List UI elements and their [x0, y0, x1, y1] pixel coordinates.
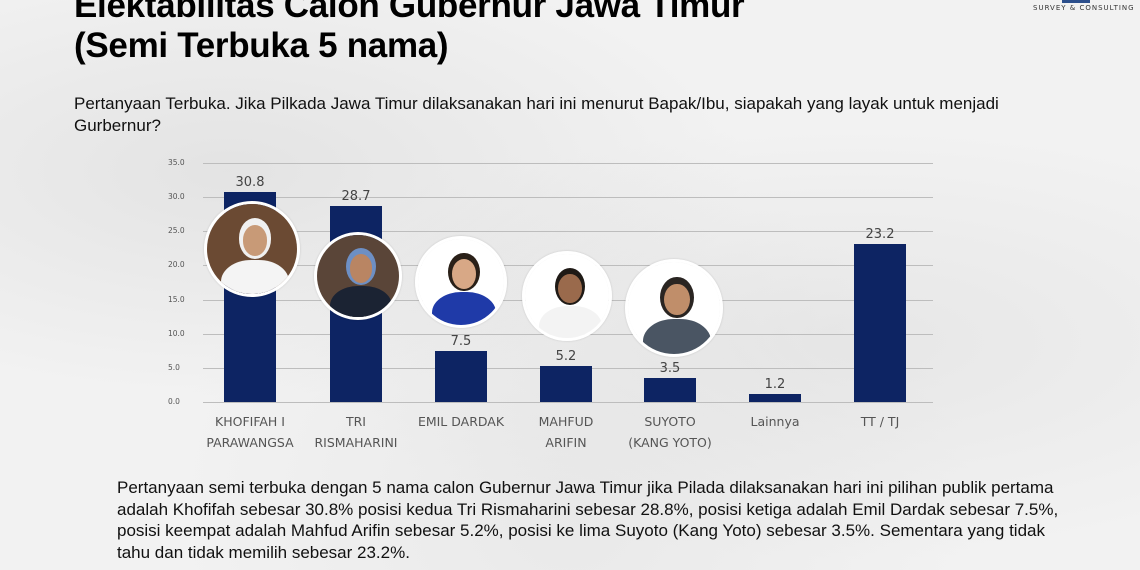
bar	[540, 366, 592, 402]
photo-face	[452, 259, 476, 289]
title-line-1: Elektabilitas Calon Gubernur Jawa Timur	[74, 0, 745, 25]
bar	[435, 350, 487, 402]
bar	[749, 393, 801, 402]
x-axis-category-label: KHOFIFAH I PARAWANGSA	[206, 414, 294, 450]
x-axis-category-label: EMIL DARDAK	[417, 414, 505, 429]
bar-value-label: 3.5	[659, 361, 681, 377]
bar-chart: 0.0 5.0 10.0 15.0 20.0 25.0 30.0 35.0 30.8 KHOFIF…	[168, 158, 933, 450]
bar	[644, 378, 696, 402]
page-title: Elektabilitas Calon Gubernur Jawa Timur …	[74, 0, 745, 66]
bar-value-label: 28.7	[341, 189, 371, 205]
gridline	[203, 197, 933, 198]
photo-face	[349, 254, 373, 283]
tri-rismaharini-photo	[314, 232, 402, 320]
emil-dardak-photo	[415, 236, 507, 328]
gridline	[203, 163, 933, 164]
bar-value-label: 23.2	[865, 226, 895, 242]
photo-torso	[330, 286, 392, 317]
y-axis-tick-label: 20.0	[168, 260, 185, 269]
photo-face	[242, 225, 268, 256]
gridline	[203, 402, 933, 403]
y-axis-tick-label: 25.0	[168, 226, 185, 235]
x-axis-category-label: SUYOTO (KANG YOTO)	[628, 414, 712, 450]
photo-torso	[538, 306, 602, 338]
x-axis-category-label: TT / TJ	[860, 414, 900, 429]
y-axis-tick-label: 0.0	[168, 397, 180, 406]
mahfud-arifin-photo	[522, 251, 612, 341]
x-axis-category-label: TRI RISMAHARINI	[314, 414, 398, 450]
y-axis-tick-label: 5.0	[168, 363, 180, 372]
bar-value-label: 30.8	[235, 174, 265, 190]
gridline	[203, 231, 933, 232]
bar	[854, 243, 906, 402]
bar-value-label: 1.2	[764, 376, 786, 392]
y-axis-tick-label: 10.0	[168, 329, 185, 338]
survey-question: Pertanyaan Terbuka. Jika Pilkada Jawa Ti…	[74, 94, 999, 135]
x-axis-category-label: MAHFUD ARIFIN	[538, 414, 594, 450]
brand-logo	[1062, 0, 1090, 3]
y-axis-tick-label: 15.0	[168, 295, 185, 304]
photo-face	[664, 283, 690, 315]
photo-torso	[221, 259, 289, 294]
suyoto-photo	[625, 259, 723, 357]
photo-torso	[431, 292, 497, 325]
khofifah-photo	[204, 201, 300, 297]
summary-text: Pertanyaan semi terbuka dengan 5 nama ca…	[117, 478, 1059, 562]
brand-tagline: SURVEY & CONSULTING	[1033, 4, 1135, 12]
y-axis-tick-label: 30.0	[168, 192, 185, 201]
bar-value-label: 7.5	[450, 333, 472, 349]
title-line-2: (Semi Terbuka 5 nama)	[74, 26, 449, 65]
photo-face	[558, 273, 582, 303]
photo-torso	[642, 318, 712, 354]
bar-value-label: 5.2	[555, 349, 577, 365]
x-axis-category-label: Lainnya	[750, 414, 800, 429]
y-axis-tick-label: 35.0	[168, 158, 185, 167]
